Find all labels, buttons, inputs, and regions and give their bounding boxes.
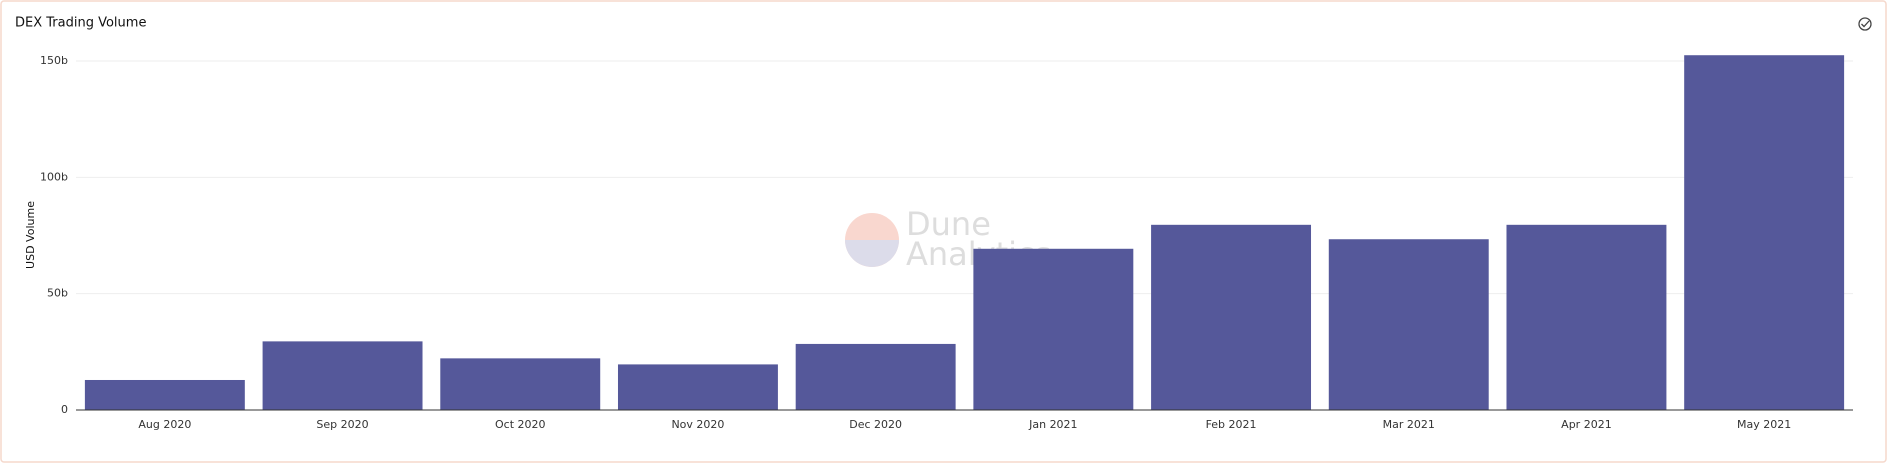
x-tick-label: Feb 2021 <box>1206 418 1257 431</box>
x-tick-label: Mar 2021 <box>1383 418 1435 431</box>
bar <box>973 248 1134 410</box>
bar <box>617 364 778 410</box>
bar <box>1684 55 1845 411</box>
bar <box>1151 224 1312 410</box>
bar <box>262 341 423 410</box>
bar <box>440 358 601 410</box>
bar <box>1328 239 1489 410</box>
x-tick-label: Sep 2020 <box>316 418 368 431</box>
x-tick-label: Apr 2021 <box>1561 418 1612 431</box>
bar <box>795 343 956 410</box>
x-tick-label: Aug 2020 <box>138 418 191 431</box>
y-tick-label: 100b <box>40 170 68 183</box>
watermark-text: Dune <box>906 205 991 243</box>
bar <box>84 379 245 410</box>
y-axis-label: USD Volume <box>24 201 37 269</box>
check-icon[interactable] <box>1858 17 1872 31</box>
x-tick-label: Jan 2021 <box>1028 418 1077 431</box>
y-tick-label: 150b <box>40 54 68 67</box>
chart-title: DEX Trading Volume <box>15 16 146 31</box>
x-tick-label: Dec 2020 <box>849 418 902 431</box>
bar <box>1506 224 1667 410</box>
y-tick-label: 50b <box>47 287 68 300</box>
y-tick-label: 0 <box>61 403 68 416</box>
x-tick-label: Oct 2020 <box>495 418 546 431</box>
x-tick-label: May 2021 <box>1737 418 1791 431</box>
x-tick-label: Nov 2020 <box>671 418 724 431</box>
